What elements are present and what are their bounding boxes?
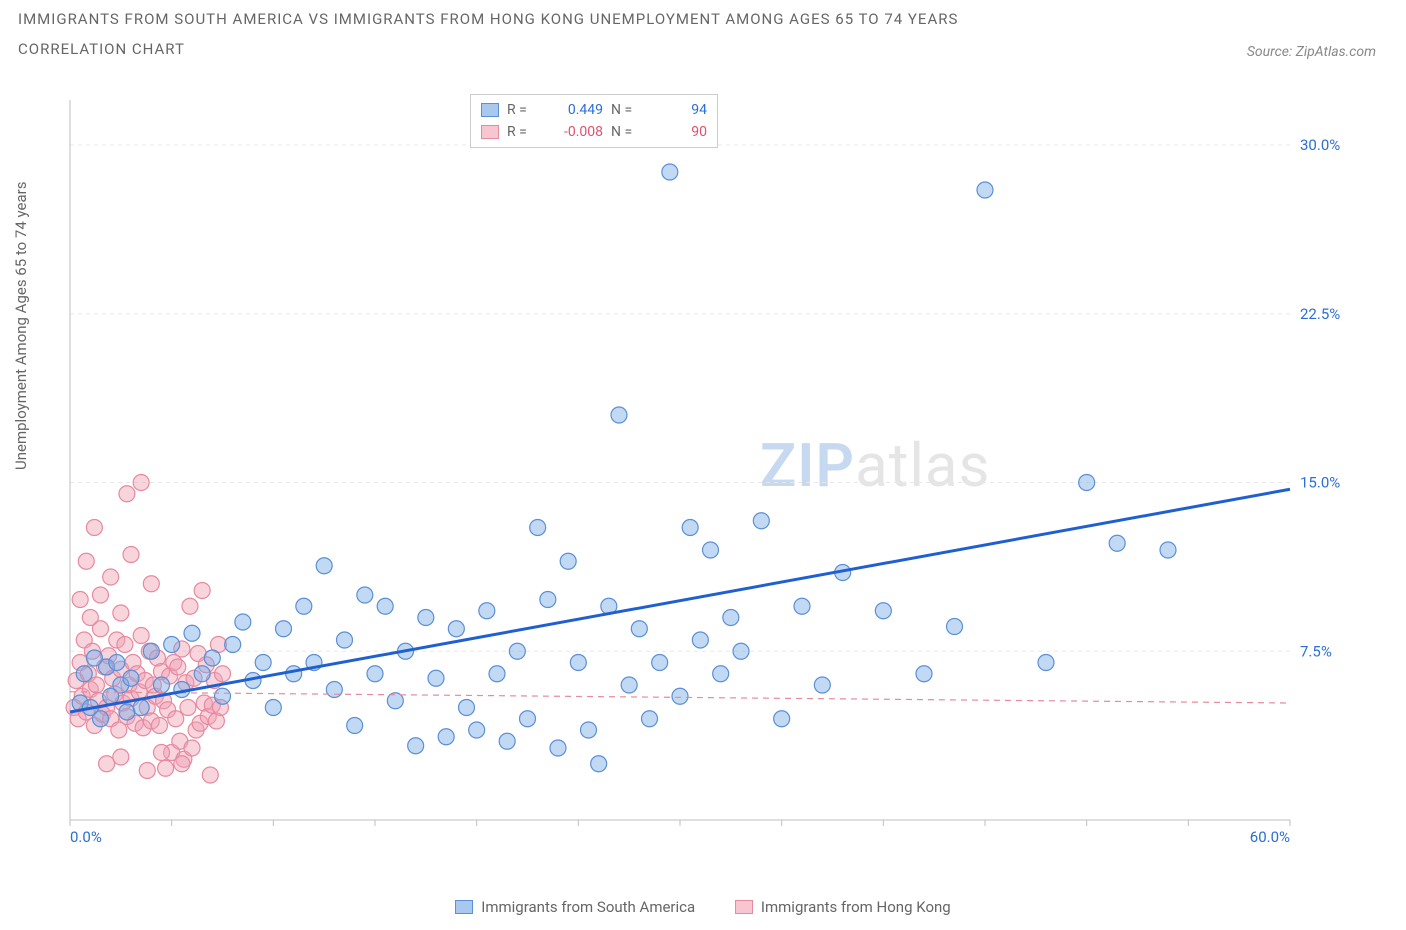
title-line2: CORRELATION CHART [18,40,958,58]
r-label: R = [507,121,535,143]
title-line1: IMMIGRANTS FROM SOUTH AMERICA VS IMMIGRA… [18,10,958,28]
legend-label-pink: Immigrants from Hong Kong [761,898,951,916]
svg-text:0.0%: 0.0% [70,828,102,846]
legend-item-blue: Immigrants from South America [455,898,695,916]
svg-text:22.5%: 22.5% [1300,305,1340,323]
svg-text:15.0%: 15.0% [1300,474,1340,492]
n-value-pink: 90 [647,121,707,143]
legend-swatch-pink [735,900,753,914]
svg-text:60.0%: 60.0% [1250,828,1290,846]
n-label: N = [611,121,639,143]
scatter-chart: 7.5% 15.0% 22.5% 30.0% 0.0% 60.0% [60,90,1360,850]
n-value-blue: 94 [647,99,707,121]
r-value-blue: 0.449 [543,99,603,121]
legend-swatch-blue [481,103,499,117]
legend-swatch-pink [481,125,499,139]
legend-stats: R = 0.449 N = 94 R = -0.008 N = 90 [470,94,718,148]
legend-label-blue: Immigrants from South America [481,898,695,916]
r-value-pink: -0.008 [543,121,603,143]
legend-stats-row-2: R = -0.008 N = 90 [481,121,707,143]
r-label: R = [507,99,535,121]
y-axis-label: Unemployment Among Ages 65 to 74 years [12,182,30,470]
legend-item-pink: Immigrants from Hong Kong [735,898,951,916]
legend-stats-row-1: R = 0.449 N = 94 [481,99,707,121]
legend-swatch-blue [455,900,473,914]
legend-series: Immigrants from South America Immigrants… [0,898,1406,918]
chart-title: IMMIGRANTS FROM SOUTH AMERICA VS IMMIGRA… [18,10,958,58]
svg-text:30.0%: 30.0% [1300,136,1340,154]
n-label: N = [611,99,639,121]
svg-text:7.5%: 7.5% [1300,642,1332,660]
source-label: Source: ZipAtlas.com [1247,44,1376,60]
